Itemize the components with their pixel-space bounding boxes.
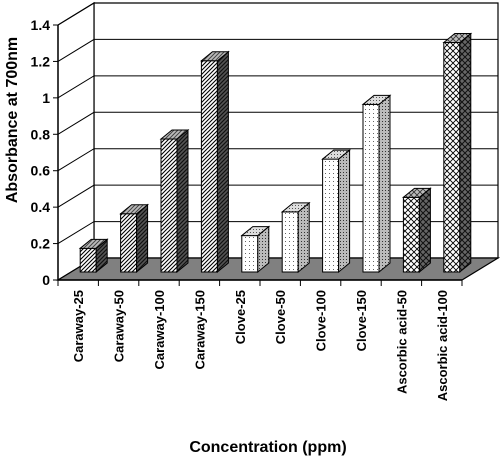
y-tick-label: 0.4 [31,199,51,215]
bar-top [199,51,230,62]
bars [78,32,473,274]
y-tick-label: 0.2 [31,236,51,252]
bar [280,201,311,274]
y-tick-label: 1.4 [31,17,51,33]
bar-front [362,103,380,273]
bar-side [418,187,431,274]
bar-front [322,158,340,273]
bar-front [200,60,218,273]
bar [159,128,190,274]
bar [401,187,432,274]
bar-side [378,94,391,274]
side-wall [57,1,95,282]
bar-top [280,202,311,213]
bar [442,32,473,274]
bar-top [78,238,109,249]
bar-top [321,149,352,160]
x-tick-label: Clove-150 [354,290,369,351]
gridline [57,75,498,99]
bar-side [136,203,149,274]
x-tick-label: Ascorbic acid-100 [435,290,450,401]
x-tick-label: Clove-25 [233,290,248,344]
bar [199,50,230,274]
bar-side [216,50,229,274]
bar-side [459,32,472,274]
bar [361,94,392,274]
y-tick-label: 0.8 [31,126,51,142]
bar [119,203,150,274]
bar-side [297,201,310,274]
x-tick-label: Caraway-50 [112,290,127,362]
y-tick-label: 1 [42,90,50,106]
bar-top [442,33,473,43]
bar-front [443,42,461,273]
bar-side [338,149,351,274]
x-axis-title: Concentration (ppm) [189,439,346,456]
bar-side [176,128,189,274]
bar [240,225,271,274]
y-tick-label: 1.2 [31,53,51,69]
y-axis-title: Absorbance at 700nm [4,37,21,203]
x-tick-label: Clove-50 [273,290,288,344]
gridline [57,2,498,26]
bar-front [281,211,299,273]
bar-front [160,138,178,273]
bar-front [402,196,420,273]
bar-top [361,94,392,105]
x-tick-label: Ascorbic acid-50 [394,290,409,394]
bar-front [120,213,138,273]
bar-top [401,187,432,198]
y-tick-label: 0.6 [31,163,51,179]
y-tick-label: 0 [42,272,50,288]
x-tick-label: Caraway-100 [152,290,167,370]
bar-top [240,226,271,237]
x-tick-label: Clove-100 [314,290,329,351]
x-tick-label: Caraway-150 [192,290,207,370]
bar-front [241,235,259,273]
bar-top [119,204,150,215]
bar-top [159,129,190,140]
gridline [57,38,498,62]
bar [78,238,109,274]
bar-front [79,247,97,273]
y-axis-ticks: 0 0.2 0.4 0.6 0.8 1 1.2 1.4 [31,17,58,288]
bar [321,149,352,274]
x-axis-ticks: Caraway-25 Caraway-50 Caraway-100 Caraway-1… [57,280,463,401]
x-tick-label: Caraway-25 [71,290,86,362]
